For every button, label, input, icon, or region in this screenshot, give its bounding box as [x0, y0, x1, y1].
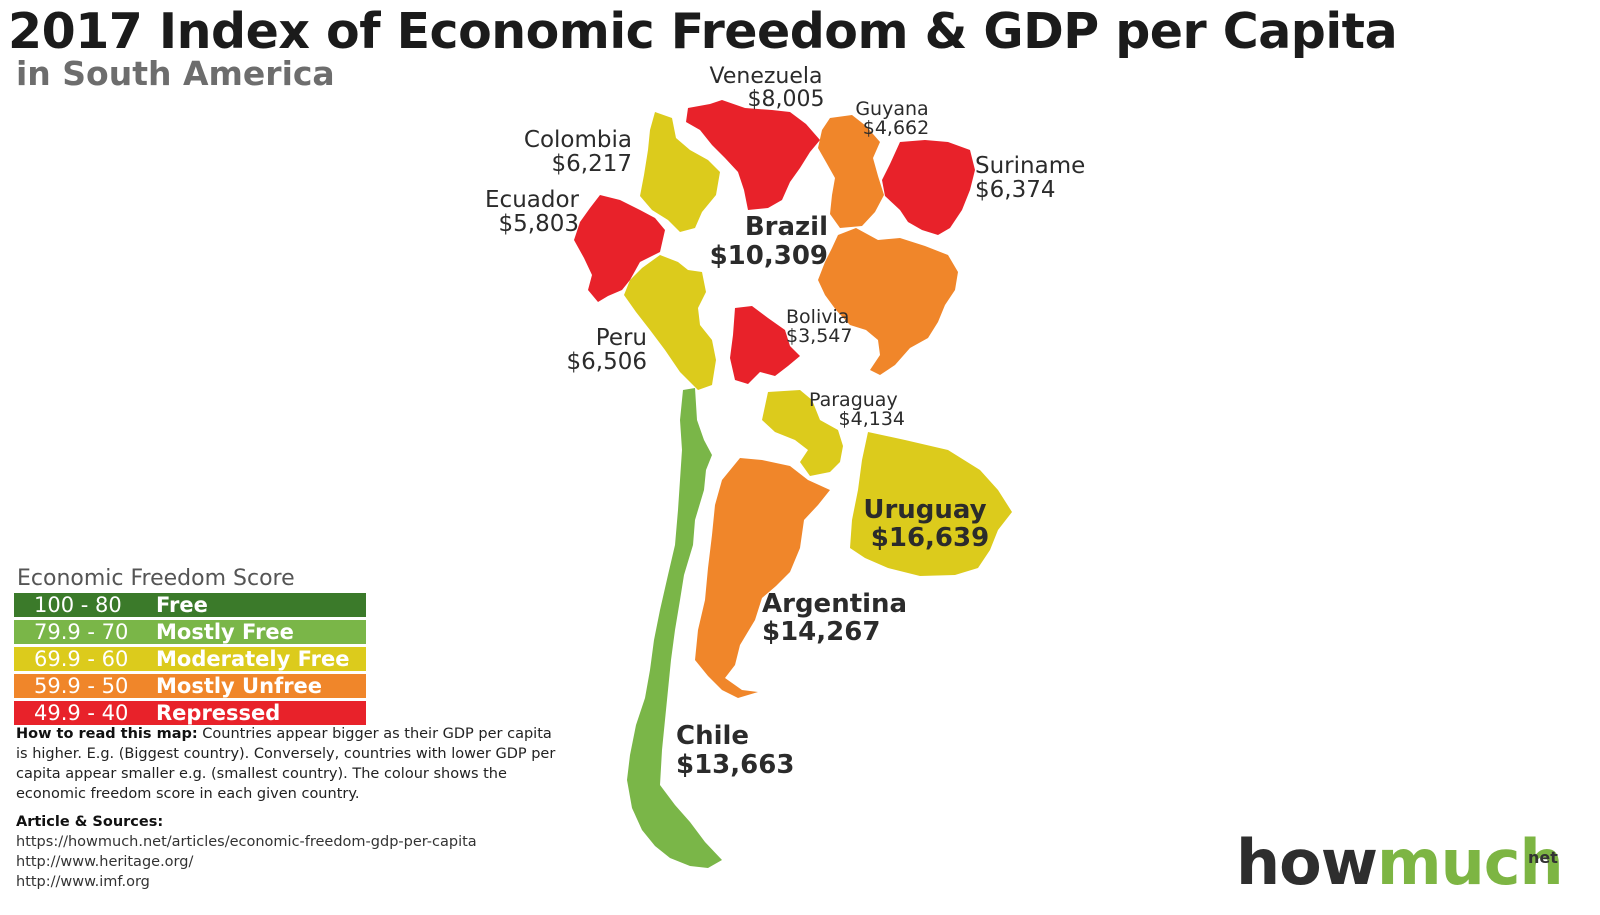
legend: 100 - 80 Free 79.9 - 70 Mostly Free 69.9… [14, 593, 366, 728]
legend-range: 100 - 80 [34, 593, 122, 617]
country-shape-guyana [818, 115, 884, 228]
legend-label: Free [156, 593, 208, 617]
legend-item-moderately-free: 69.9 - 60 Moderately Free [14, 647, 366, 671]
legend-range: 79.9 - 70 [34, 620, 129, 644]
country-name-suriname: Suriname [975, 153, 1085, 179]
map-title: 2017 Index of Economic Freedom & GDP per… [8, 3, 1398, 60]
country-gdp-argentina: $14,267 [762, 617, 880, 647]
how-to-read-heading: How to read this map: [16, 726, 198, 742]
country-label-uruguay: Uruguay $16,639 [863, 495, 989, 553]
country-name-guyana: Guyana [855, 98, 928, 120]
country-label-colombia: Colombia $6,217 [524, 127, 632, 177]
legend-label: Moderately Free [156, 647, 350, 671]
country-name-peru: Peru [596, 325, 647, 351]
country-gdp-peru: $6,506 [567, 349, 647, 375]
country-label-paraguay: Paraguay $4,134 [809, 389, 905, 430]
country-name-chile: Chile [676, 721, 749, 751]
source-link[interactable]: https://howmuch.net/articles/economic-fr… [16, 834, 477, 850]
country-shape-colombia [640, 112, 720, 232]
country-gdp-venezuela: $8,005 [748, 87, 825, 112]
country-name-paraguay: Paraguay [809, 389, 898, 411]
howmuch-logo: howmuch [1236, 826, 1564, 899]
country-gdp-paraguay: $4,134 [839, 408, 905, 430]
country-gdp-guyana: $4,662 [863, 117, 929, 139]
country-label-brazil: Brazil $10,309 [710, 212, 828, 271]
country-label-chile: Chile $13,663 [676, 721, 794, 780]
country-gdp-suriname: $6,374 [975, 177, 1055, 203]
country-gdp-colombia: $6,217 [552, 151, 632, 177]
country-shape-ecuador [574, 195, 665, 302]
country-name-uruguay: Uruguay [863, 495, 986, 525]
how-to-read: How to read this map: Countries appear b… [16, 724, 556, 804]
how-to-read-text: Countries appear bigger as their GDP per… [16, 726, 556, 802]
country-shape-uruguay [850, 432, 1012, 576]
country-label-ecuador: Ecuador $5,803 [485, 187, 580, 237]
legend-range: 49.9 - 40 [34, 701, 129, 725]
source-link[interactable]: http://www.heritage.org/ [16, 854, 194, 870]
legend-label: Mostly Unfree [156, 674, 323, 698]
country-label-venezuela: Venezuela $8,005 [710, 64, 825, 112]
country-name-colombia: Colombia [524, 127, 632, 153]
country-shape-paraguay [762, 390, 843, 476]
country-gdp-uruguay: $16,639 [871, 523, 989, 553]
country-shape-venezuela [686, 100, 820, 210]
country-shape-peru [624, 255, 716, 390]
sources-heading: Article & Sources: [16, 814, 164, 830]
legend-item-repressed: 49.9 - 40 Repressed [14, 701, 366, 725]
country-name-brazil: Brazil [745, 212, 828, 242]
legend-title: Economic Freedom Score [17, 566, 295, 591]
legend-label: Mostly Free [156, 620, 294, 644]
country-label-suriname: Suriname $6,374 [975, 153, 1085, 203]
legend-range: 59.9 - 50 [34, 674, 129, 698]
country-gdp-brazil: $10,309 [710, 241, 828, 271]
legend-item-free: 100 - 80 Free [14, 593, 366, 617]
logo-suffix: net [1528, 848, 1558, 867]
country-gdp-bolivia: $3,547 [786, 325, 852, 347]
country-name-argentina: Argentina [762, 589, 907, 619]
country-gdp-ecuador: $5,803 [499, 211, 579, 237]
country-shape-bolivia [730, 306, 800, 384]
legend-label: Repressed [156, 701, 281, 725]
country-gdp-chile: $13,663 [676, 750, 794, 780]
country-name-bolivia: Bolivia [786, 306, 849, 328]
country-shape-brazil [818, 228, 958, 375]
country-label-guyana: Guyana $4,662 [855, 98, 929, 139]
legend-range: 69.9 - 60 [34, 647, 129, 671]
country-name-ecuador: Ecuador [485, 187, 580, 213]
sources: Article & Sources: https://howmuch.net/a… [16, 812, 576, 892]
logo-part-how: how [1236, 826, 1378, 899]
map-subtitle: in South America [16, 54, 335, 93]
country-shape-chile [627, 388, 722, 868]
country-name-venezuela: Venezuela [710, 64, 823, 89]
source-link[interactable]: http://www.imf.org [16, 874, 150, 890]
country-shape-argentina [695, 458, 830, 698]
country-shape-suriname [882, 140, 975, 235]
country-label-argentina: Argentina $14,267 [762, 589, 907, 647]
country-label-bolivia: Bolivia $3,547 [786, 306, 852, 347]
legend-item-mostly-free: 79.9 - 70 Mostly Free [14, 620, 366, 644]
legend-item-mostly-unfree: 59.9 - 50 Mostly Unfree [14, 674, 366, 698]
country-label-peru: Peru $6,506 [567, 325, 647, 375]
logo-part-much: much [1377, 826, 1564, 899]
